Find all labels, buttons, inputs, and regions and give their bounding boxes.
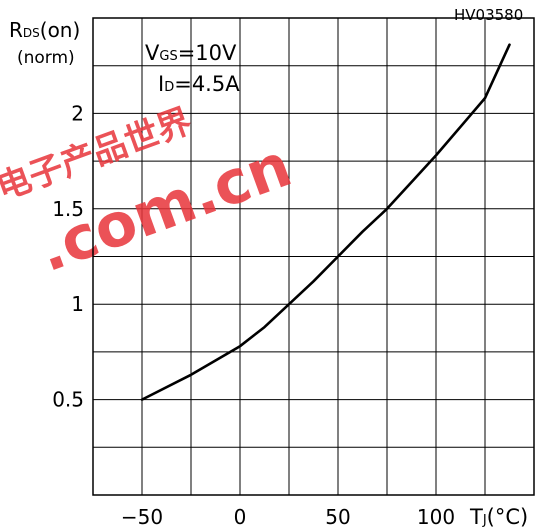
x-tick-label: 50 xyxy=(325,505,350,529)
x-tick-label: 100 xyxy=(417,505,455,529)
x-axis-label: TJ(°C) xyxy=(469,505,528,529)
y-axis-unit: (norm) xyxy=(17,48,75,68)
y-tick-label: 2 xyxy=(71,101,84,125)
condition-vgs: VGS=10V xyxy=(145,41,237,65)
y-tick-label: 1.5 xyxy=(52,197,84,221)
condition-id: ID=4.5A xyxy=(158,72,240,96)
figure-code: HV03580 xyxy=(454,6,523,24)
y-tick-label: 0.5 xyxy=(52,388,84,412)
series-line xyxy=(140,43,511,401)
chart-grid xyxy=(93,18,534,495)
x-tick-labels: −50 0 50 100 xyxy=(121,505,455,529)
y-tick-labels: 0.5 1 1.5 2 xyxy=(52,101,84,411)
x-tick-label: 0 xyxy=(234,505,247,529)
x-tick-label: −50 xyxy=(121,505,163,529)
plot-frame xyxy=(92,17,535,496)
y-axis-label: RDS(on) xyxy=(9,18,80,42)
y-tick-label: 1 xyxy=(71,292,84,316)
